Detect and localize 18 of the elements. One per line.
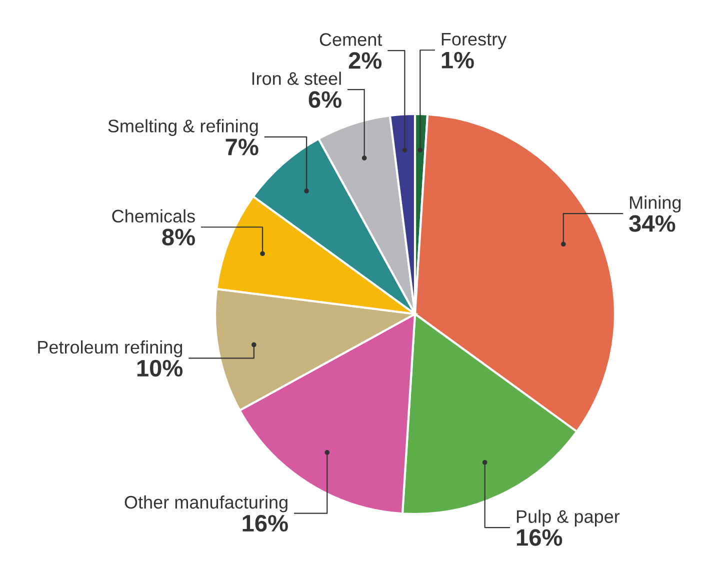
- slice-label: Mining: [630, 196, 681, 213]
- slice-label: Cement: [320, 33, 382, 46]
- data-label: 34%: [629, 215, 676, 232]
- slice-label: Other manufacturing: [124, 495, 288, 512]
- data-label: 2%: [348, 52, 382, 69]
- slice-label: Pulp & paper: [516, 510, 620, 527]
- data-label: 10%: [137, 360, 183, 377]
- data-label: 16%: [516, 529, 562, 546]
- data-label: 7%: [226, 138, 258, 156]
- slice-label: Chemicals: [112, 209, 195, 223]
- slice-label: Petroleum refining: [38, 340, 182, 358]
- data-label: 6%: [308, 91, 342, 108]
- slice-label: Forestry: [442, 32, 507, 50]
- data-label: 1%: [442, 52, 474, 68]
- slice-label: Smelting & refining: [108, 119, 258, 136]
- data-label: 8%: [162, 228, 195, 246]
- data-label: 16%: [242, 514, 288, 532]
- slice-label: Iron & steel: [252, 72, 341, 85]
